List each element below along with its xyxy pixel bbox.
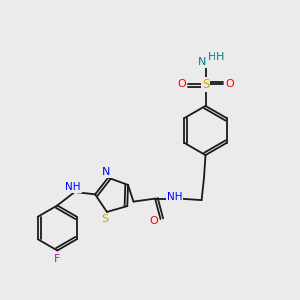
Text: N: N: [102, 167, 110, 177]
Text: O: O: [149, 216, 158, 226]
Text: H: H: [208, 52, 216, 62]
Text: F: F: [54, 254, 61, 264]
Text: H: H: [216, 52, 224, 62]
Text: NH: NH: [65, 182, 81, 193]
Text: O: O: [225, 79, 234, 89]
Text: S: S: [101, 214, 108, 224]
Text: S: S: [202, 78, 209, 91]
Text: O: O: [177, 79, 186, 89]
Text: N: N: [198, 57, 206, 68]
Text: NH: NH: [167, 192, 182, 203]
